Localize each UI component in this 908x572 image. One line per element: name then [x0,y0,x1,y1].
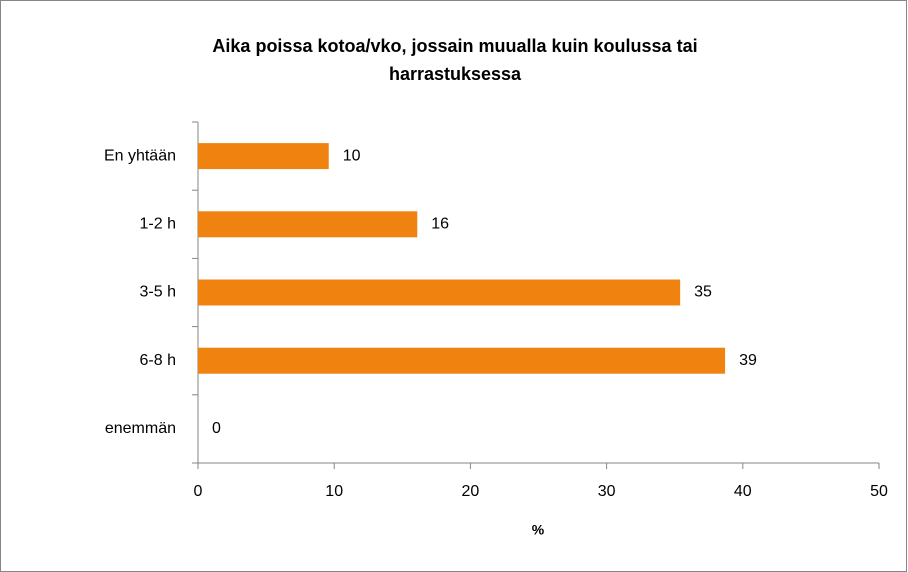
value-label: 0 [212,420,221,437]
chart-title: Aika poissa kotoa/vko, jossain muualla k… [212,36,698,84]
value-label: 16 [431,216,449,233]
value-label: 39 [739,352,757,369]
y-tick-label: enemmän [105,420,176,437]
x-tick-label: 0 [194,483,203,500]
y-tick-label: 1-2 h [140,216,176,233]
x-tick-label: 50 [870,483,888,500]
x-tick-label: 20 [462,483,480,500]
y-tick-label: 6-8 h [140,352,176,369]
bar [198,347,726,374]
value-label: 10 [343,147,361,164]
value-label: 35 [694,284,712,301]
bar [198,279,681,306]
bar [198,211,418,238]
x-tick-label: 30 [598,483,616,500]
y-tick-label: 3-5 h [140,284,176,301]
x-tick-label: 40 [734,483,752,500]
y-tick-label: En yhtään [104,147,176,164]
x-axis-label: % [532,522,545,538]
x-tick-label: 10 [325,483,343,500]
bar [198,143,329,170]
